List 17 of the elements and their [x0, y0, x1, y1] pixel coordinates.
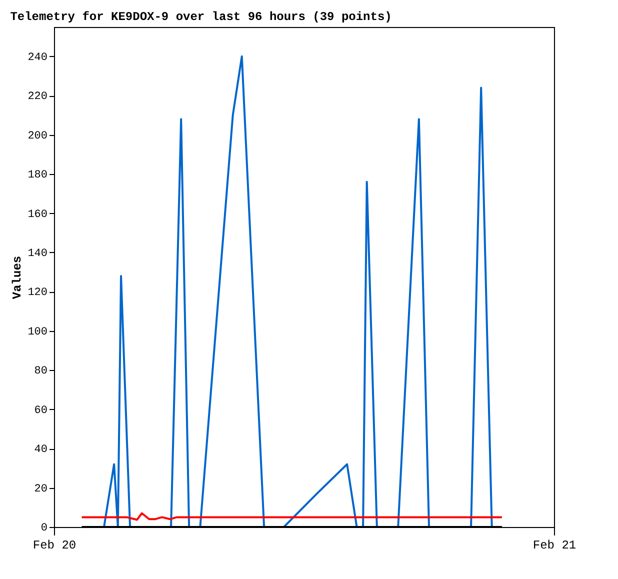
y-tick-label: 0	[40, 522, 48, 534]
y-axis-title: Values	[10, 256, 25, 300]
x-tick-label: Feb 20	[32, 538, 76, 552]
y-tick-label: 120	[28, 287, 48, 300]
x-tick-label: Feb 21	[532, 538, 576, 552]
y-tick-label: 220	[28, 91, 48, 104]
y-tick-label: 180	[28, 170, 48, 182]
y-tick-label: 80	[34, 366, 48, 378]
y-tick-label: 200	[28, 130, 48, 142]
y-tick-label: 100	[28, 326, 48, 338]
y-tick-label: 60	[34, 404, 48, 417]
y-tick-label: 40	[34, 444, 48, 456]
y-tick-label: 160	[28, 208, 48, 221]
y-tick-label: 20	[34, 483, 48, 496]
y-tick-label: 240	[28, 52, 48, 64]
y-tick-label: 140	[28, 248, 48, 260]
chart-title: Telemetry for KE9DOX-9 over last 96 hours (39 points)	[10, 10, 392, 24]
